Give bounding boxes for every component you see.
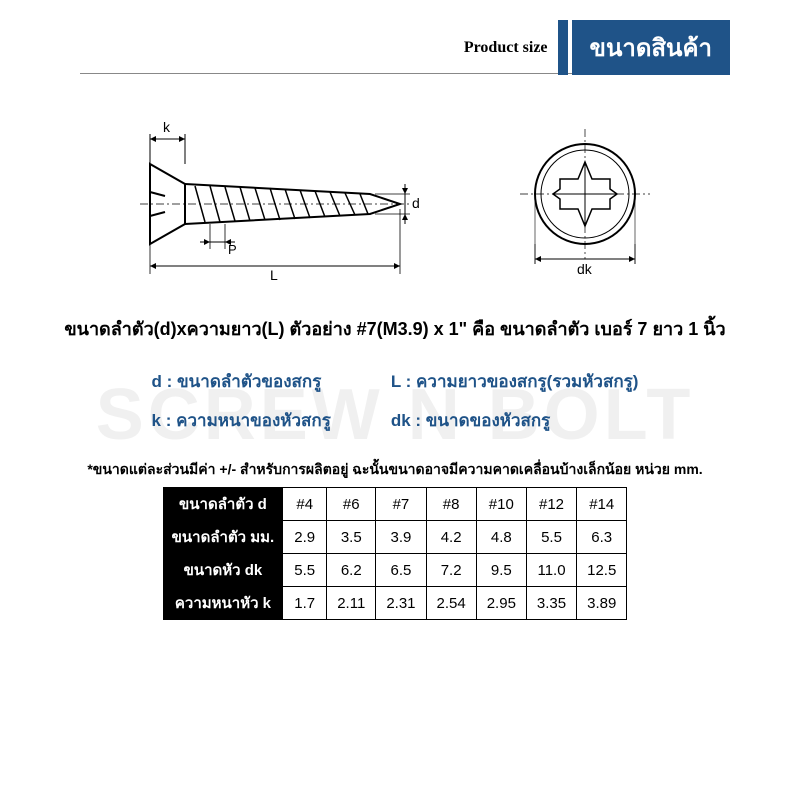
table-cell: 7.2 — [426, 554, 476, 587]
table-cell: #10 — [476, 488, 526, 521]
table-cell: 4.2 — [426, 521, 476, 554]
table-cell: 6.3 — [577, 521, 627, 554]
table-cell: #4 — [283, 488, 327, 521]
table-cell: 5.5 — [526, 521, 576, 554]
table-cell: 2.95 — [476, 587, 526, 620]
table-cell: 11.0 — [526, 554, 576, 587]
table-row: ความหนาหัว k 1.7 2.11 2.31 2.54 2.95 3.3… — [163, 587, 627, 620]
table-cell: #6 — [327, 488, 376, 521]
table-cell: 5.5 — [283, 554, 327, 587]
table-cell: 6.2 — [327, 554, 376, 587]
table-cell: 9.5 — [476, 554, 526, 587]
label-d: d — [412, 195, 420, 211]
table-cell: #12 — [526, 488, 576, 521]
table-cell: 3.9 — [376, 521, 426, 554]
screw-side-diagram: k — [110, 114, 450, 284]
table-cell: 3.5 — [327, 521, 376, 554]
table-cell: 3.89 — [577, 587, 627, 620]
description-line: ขนาดลำตัว(d)xความยาว(L) ตัวอย่าง #7(M3.9… — [20, 314, 770, 343]
screw-head-diagram: dk — [510, 114, 680, 284]
legend: d : ขนาดลำตัวของสกรู L : ความยาวของสกรู(… — [0, 368, 790, 434]
table-cell: 12.5 — [577, 554, 627, 587]
table-cell: 2.11 — [327, 587, 376, 620]
table-cell: #14 — [577, 488, 627, 521]
label-dk: dk — [577, 261, 593, 277]
diagram-area: k — [0, 114, 790, 284]
row-header: ขนาดลำตัว d — [163, 488, 283, 521]
table-cell: 4.8 — [476, 521, 526, 554]
table-cell: 2.31 — [376, 587, 426, 620]
row-header: ขนาดหัว dk — [163, 554, 283, 587]
table-cell: 6.5 — [376, 554, 426, 587]
table-cell: 1.7 — [283, 587, 327, 620]
product-size-th: ขนาดสินค้า — [572, 20, 730, 75]
table-cell: 2.9 — [283, 521, 327, 554]
row-header: ความหนาหัว k — [163, 587, 283, 620]
legend-k: k : ความหนาของหัวสกรู — [152, 407, 331, 434]
footnote: *ขนาดแต่ละส่วนมีค่า +/- สำหรับการผลิตอยู… — [0, 459, 790, 481]
table-cell: #8 — [426, 488, 476, 521]
table-row: ขนาดลำตัว d #4 #6 #7 #8 #10 #12 #14 — [163, 488, 627, 521]
header-bar — [558, 20, 568, 75]
table-cell: 2.54 — [426, 587, 476, 620]
size-table: ขนาดลำตัว d #4 #6 #7 #8 #10 #12 #14 ขนาด… — [163, 487, 628, 620]
table-cell: 3.35 — [526, 587, 576, 620]
row-header: ขนาดลำตัว มม. — [163, 521, 283, 554]
table-row: ขนาดหัว dk 5.5 6.2 6.5 7.2 9.5 11.0 12.5 — [163, 554, 627, 587]
legend-dk: dk : ขนาดของหัวสกรู — [391, 407, 639, 434]
label-k: k — [163, 119, 171, 135]
legend-d: d : ขนาดลำตัวของสกรู — [152, 368, 331, 395]
table-cell: #7 — [376, 488, 426, 521]
product-size-en: Product size — [464, 39, 548, 57]
legend-L: L : ความยาวของสกรู(รวมหัวสกรู) — [391, 368, 639, 395]
header: Product size ขนาดสินค้า — [0, 20, 790, 75]
table-row: ขนาดลำตัว มม. 2.9 3.5 3.9 4.2 4.8 5.5 6.… — [163, 521, 627, 554]
label-p: P — [228, 242, 237, 257]
label-L: L — [270, 267, 278, 283]
